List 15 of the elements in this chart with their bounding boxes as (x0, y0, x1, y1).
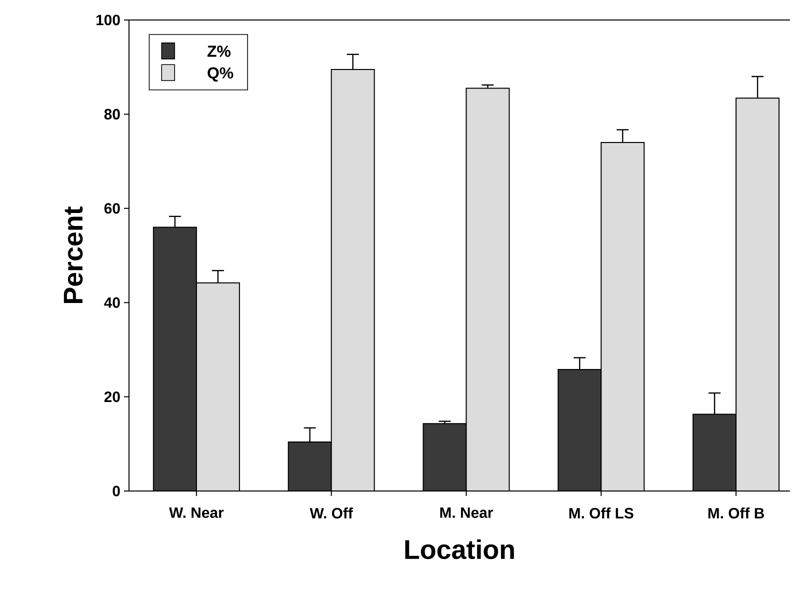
legend-label: Z% (207, 46, 231, 57)
y-axis-title: Percent (64, 206, 83, 304)
y-tick-label: 40 (104, 297, 120, 308)
y-tick-label: 0 (112, 486, 120, 496)
y-tick-label: 100 (96, 14, 120, 26)
x-tick-label: M. Off B (708, 508, 764, 518)
y-tick-label: 20 (104, 392, 120, 402)
y-tick-label: 80 (104, 108, 120, 120)
x-axis-title: Location (405, 539, 514, 560)
x-tick-label: W. Near (169, 508, 224, 518)
x-tick-label: W. Off (310, 508, 353, 518)
y-tick-label: 60 (104, 203, 120, 214)
x-tick-label: M. Near (440, 508, 493, 518)
x-tick-label: M. Off LS (569, 508, 634, 518)
legend-label: Q% (208, 67, 234, 82)
